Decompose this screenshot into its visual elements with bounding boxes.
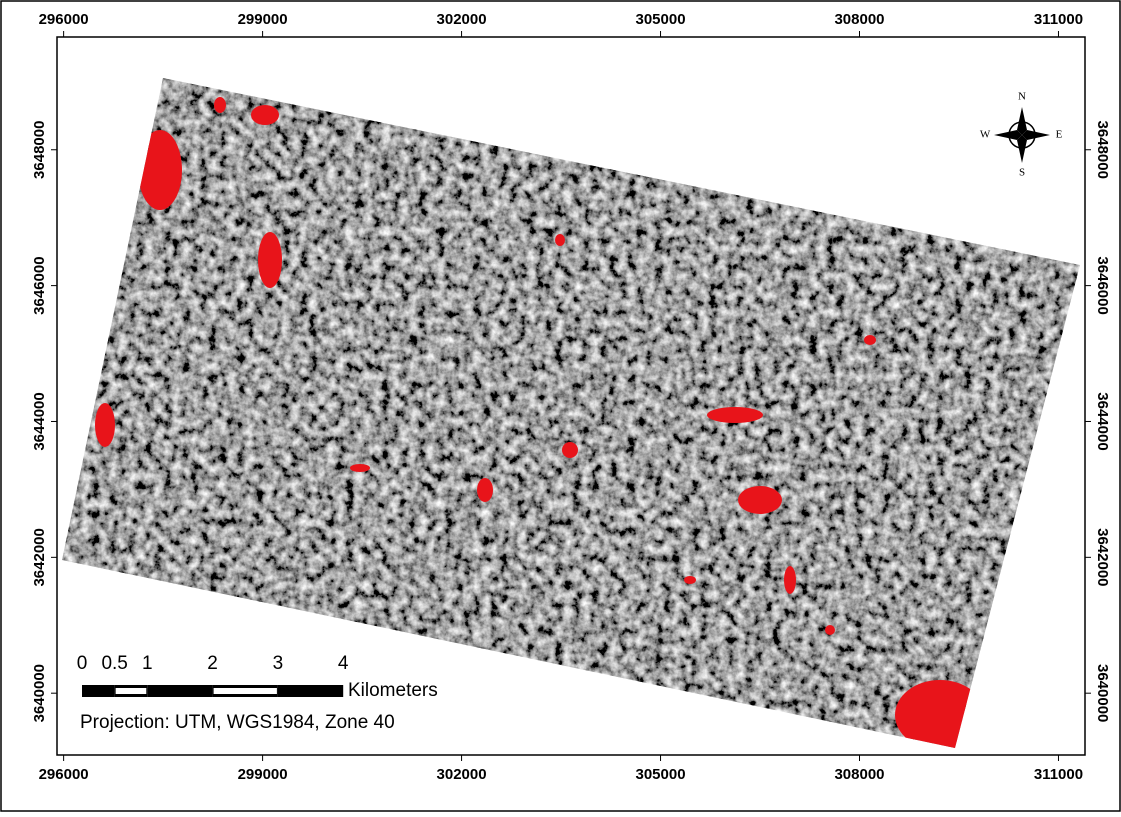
- x-tick-label-bottom: 308000: [834, 766, 884, 783]
- scale-segment: [277, 685, 344, 697]
- y-tick-label-left: 3648000: [31, 121, 48, 179]
- compass-s: S: [1019, 167, 1025, 179]
- x-tick-label-bottom: 302000: [437, 766, 487, 783]
- scale-unit: Kilometers: [348, 680, 438, 701]
- x-tick-label-top: 296000: [39, 11, 89, 28]
- y-tick-label-left: 3644000: [31, 392, 48, 450]
- scale-segment: [82, 685, 115, 697]
- x-tick-label-bottom: 296000: [39, 766, 89, 783]
- y-tick-label-right: 3642000: [1094, 528, 1111, 586]
- scale-segment-gap: [213, 688, 277, 694]
- y-tick-label-left: 3642000: [31, 528, 48, 586]
- scale-label: 0.5: [101, 653, 127, 674]
- x-tick-label-top: 302000: [437, 11, 487, 28]
- projection-note: Projection: UTM, WGS1984, Zone 40: [80, 712, 395, 733]
- scale-label: 1: [142, 653, 153, 674]
- scale-label: 4: [338, 653, 349, 674]
- compass-n: N: [1018, 91, 1026, 103]
- x-tick-label-bottom: 311000: [1034, 766, 1083, 783]
- x-tick-label-top: 308000: [834, 11, 884, 28]
- x-tick-label-bottom: 305000: [636, 766, 686, 783]
- y-tick-label-left: 3646000: [31, 256, 48, 314]
- compass-rose: N S E W: [980, 91, 1063, 179]
- y-tick-label-left: 3640000: [31, 664, 48, 722]
- y-tick-label-right: 3646000: [1094, 256, 1111, 314]
- y-tick-label-right: 3640000: [1094, 664, 1111, 722]
- compass-w: W: [980, 129, 991, 141]
- x-tick-label-top: 299000: [238, 11, 288, 28]
- x-tick-label-top: 311000: [1034, 11, 1083, 28]
- scale-segment-gap: [115, 688, 147, 694]
- scale-segment: [147, 685, 213, 697]
- y-tick-label-right: 3644000: [1094, 392, 1111, 450]
- compass-e: E: [1056, 129, 1063, 141]
- scale-label: 3: [273, 653, 284, 674]
- scale-label: 2: [207, 653, 218, 674]
- y-tick-label-right: 3648000: [1094, 121, 1111, 179]
- x-tick-label-bottom: 299000: [238, 766, 288, 783]
- scale-label: 0: [77, 653, 88, 674]
- x-tick-label-top: 305000: [636, 11, 686, 28]
